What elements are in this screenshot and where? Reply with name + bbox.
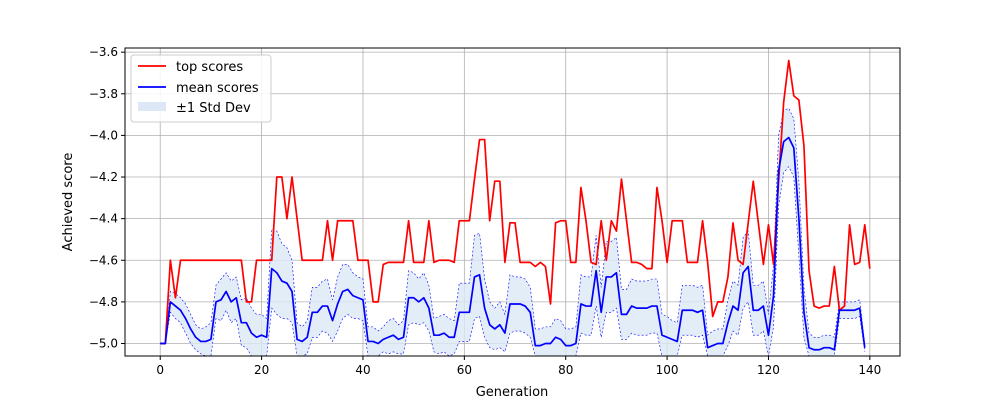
x-tick-label: 140 <box>858 363 881 377</box>
x-tick-label: 100 <box>656 363 679 377</box>
y-ticks: −5.0 −4.8 −4.6 −4.4 −4.2 −4.0 −3.8 −3.6 <box>89 45 125 351</box>
x-tick-label: 0 <box>156 363 164 377</box>
y-tick-label: −5.0 <box>89 337 118 351</box>
x-tick-label: 120 <box>757 363 780 377</box>
series-lines <box>160 59 871 351</box>
legend: top scores mean scores ±1 Std Dev <box>130 54 272 123</box>
mean-scores-line <box>160 136 866 351</box>
y-tick-label: −3.8 <box>89 87 118 101</box>
legend-label-std-dev: ±1 Std Dev <box>176 101 251 116</box>
x-tick-label: 80 <box>558 363 573 377</box>
x-tick-label: 60 <box>457 363 472 377</box>
y-tick-label: −4.0 <box>89 128 118 142</box>
y-tick-label: −4.8 <box>89 295 118 309</box>
std-dev-fill <box>160 108 865 356</box>
top-scores-line <box>160 59 871 345</box>
x-axis-label: Generation <box>476 385 549 400</box>
legend-label-top-scores: top scores <box>176 60 243 75</box>
std-dev-lower-edge <box>160 166 866 357</box>
y-tick-label: −3.6 <box>89 45 118 59</box>
y-tick-label: −4.4 <box>89 212 118 226</box>
legend-swatch-std-dev <box>138 102 166 111</box>
x-tick-label: 20 <box>254 363 269 377</box>
plot-frame <box>124 47 901 357</box>
y-tick-label: −4.2 <box>89 170 118 184</box>
x-tick-label: 40 <box>355 363 370 377</box>
y-tick-label: −4.6 <box>89 253 118 267</box>
legend-label-mean-scores: mean scores <box>176 81 259 96</box>
y-axis-label: Achieved score <box>61 153 76 252</box>
x-ticks: 0 20 40 60 80 100 120 140 <box>156 356 881 377</box>
